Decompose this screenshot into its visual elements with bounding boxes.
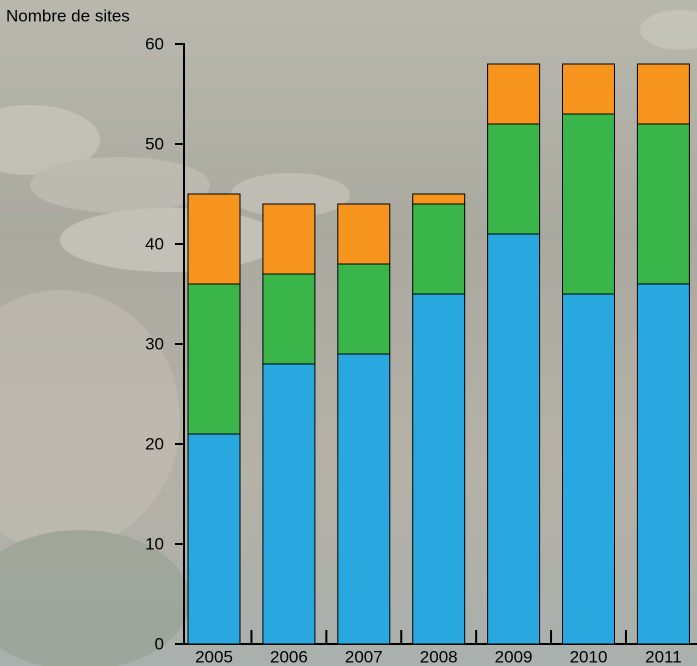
y-tick-label: 60: [145, 34, 164, 53]
bar-segment: [262, 203, 316, 275]
bar-segment: [337, 203, 391, 265]
bar-segment: [187, 193, 241, 285]
y-tick-label: 20: [145, 434, 164, 453]
bar-segment: [187, 433, 241, 645]
bar-segment: [636, 63, 690, 125]
x-tick-label: 2011: [645, 647, 682, 666]
bar-segment: [337, 263, 391, 355]
y-tick-label: 0: [155, 634, 164, 653]
bar-segment: [487, 123, 541, 235]
bar-segment: [337, 353, 391, 645]
x-tick-label: 2006: [270, 647, 308, 666]
bar-segment: [262, 273, 316, 365]
x-tick-label: 2005: [195, 647, 233, 666]
y-tick-label: 40: [145, 234, 164, 253]
y-axis-label: Nombre de sites: [6, 6, 130, 25]
bar-segment: [487, 233, 541, 645]
bar-segment: [636, 283, 690, 645]
y-tick-label: 30: [145, 334, 164, 353]
bar-segment: [562, 63, 615, 115]
bar-segment: [562, 293, 615, 645]
bar-segment: [636, 123, 690, 285]
x-tick-label: 2010: [570, 647, 608, 666]
bar-segment: [562, 113, 615, 295]
x-tick-label: 2009: [495, 647, 533, 666]
x-tick-label: 2008: [420, 647, 458, 666]
x-tick-label: 2007: [345, 647, 383, 666]
y-tick-label: 10: [145, 534, 164, 553]
bar-segment: [187, 283, 241, 435]
bar-segment: [412, 203, 466, 295]
background-rocks: [0, 10, 697, 666]
bar-segment: [412, 193, 466, 205]
bar-segment: [262, 363, 316, 645]
bar-segment: [412, 293, 466, 645]
y-tick-label: 50: [145, 134, 164, 153]
bar-segment: [487, 63, 541, 125]
